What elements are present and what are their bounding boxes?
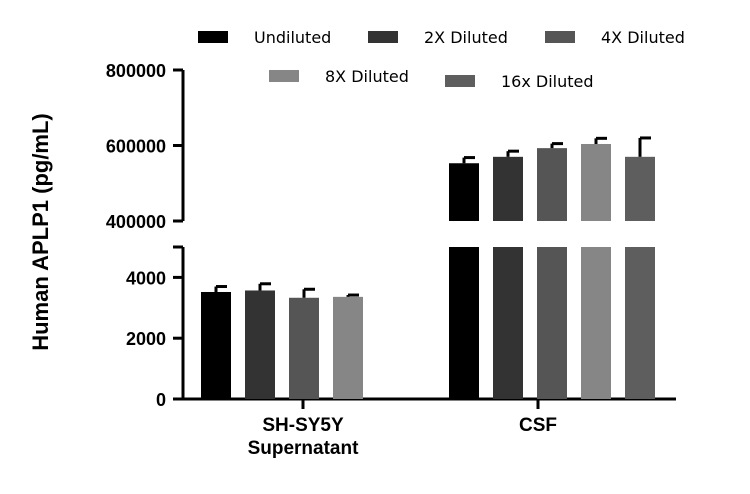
bar-undiluted bbox=[449, 163, 479, 221]
bar-4x-diluted-lower bbox=[537, 247, 567, 399]
bar-undiluted bbox=[201, 291, 231, 399]
y-tick-label: 4000 bbox=[126, 268, 166, 288]
bar-8x-diluted bbox=[333, 296, 363, 399]
y-tick-label: 800000 bbox=[106, 61, 166, 81]
y-tick-label: 400000 bbox=[106, 212, 166, 232]
legend-label: 8X Diluted bbox=[325, 67, 409, 86]
bar-16x-diluted-lower bbox=[625, 247, 655, 399]
bar-2x-diluted-lower bbox=[493, 247, 523, 399]
legend-label: Undiluted bbox=[254, 28, 331, 47]
legend-swatch bbox=[198, 31, 228, 43]
bar-4x-diluted bbox=[289, 297, 319, 399]
x-tick-label: SH-SY5Y bbox=[262, 415, 344, 436]
legend-label: 4X Diluted bbox=[601, 28, 685, 47]
bar-8x-diluted bbox=[581, 143, 611, 221]
y-tick-label: 600000 bbox=[106, 137, 166, 157]
legend-swatch bbox=[269, 70, 299, 82]
y-tick-label: 2000 bbox=[126, 329, 166, 349]
x-tick-label: Supernatant bbox=[248, 438, 360, 459]
y-axis-title: Human APLP1 (pg/mL) bbox=[28, 113, 53, 351]
y-tick-label: 0 bbox=[156, 390, 166, 410]
bar-2x-diluted bbox=[245, 290, 275, 399]
legend-swatch bbox=[368, 31, 398, 43]
bar-8x-diluted-lower bbox=[581, 247, 611, 399]
bar-2x-diluted bbox=[493, 156, 523, 221]
legend-label: 16x Diluted bbox=[501, 72, 594, 91]
bar-16x-diluted bbox=[625, 156, 655, 221]
bar-undiluted-lower bbox=[449, 247, 479, 399]
x-tick-label: CSF bbox=[519, 415, 557, 436]
legend-swatch bbox=[445, 75, 475, 87]
legend-label: 2X Diluted bbox=[424, 28, 508, 47]
legend-swatch bbox=[545, 31, 575, 43]
bar-4x-diluted bbox=[537, 148, 567, 221]
